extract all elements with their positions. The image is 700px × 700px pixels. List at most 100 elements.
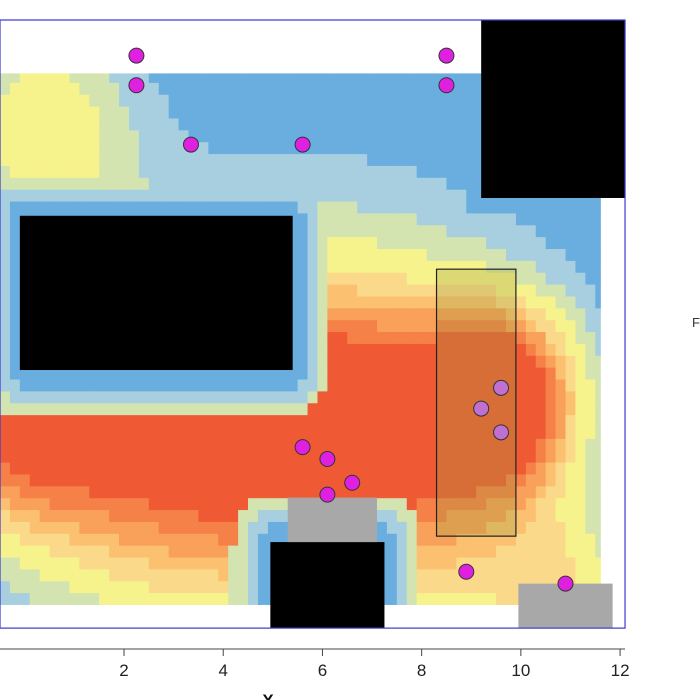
heat-cell <box>9 248 21 261</box>
heat-cell <box>0 461 11 475</box>
heat-cell <box>496 497 507 511</box>
heat-cell <box>575 284 586 297</box>
heat-cell <box>188 189 200 202</box>
heat-cell <box>99 533 110 546</box>
heat-cell <box>29 378 41 392</box>
heat-cell <box>416 438 428 451</box>
heat-cell <box>119 200 130 214</box>
heat-cell <box>515 260 527 273</box>
heat-cell <box>327 473 338 487</box>
heat-cell <box>277 189 289 202</box>
heat-cell <box>406 461 418 475</box>
heat-cell <box>377 319 388 333</box>
heat-cell <box>317 141 328 155</box>
heat-cell <box>337 473 348 487</box>
heat-cell <box>198 533 209 546</box>
heat-cell <box>515 556 527 570</box>
heat-cell <box>486 212 497 226</box>
heat-cell <box>486 295 497 309</box>
heat-cell <box>178 592 190 605</box>
heat-cell <box>109 129 120 143</box>
heat-cell <box>396 390 408 404</box>
heat-cell <box>69 438 80 451</box>
heat-cell <box>386 580 398 594</box>
heat-cell <box>515 402 527 416</box>
heat-cell <box>49 592 61 605</box>
heat-cell <box>466 82 477 95</box>
heat-cell <box>575 355 586 368</box>
heat-cell <box>287 319 299 333</box>
heat-cell <box>109 450 120 463</box>
x-tick-label: 6 <box>318 661 327 680</box>
heat-cell <box>138 497 150 511</box>
heat-cell <box>396 414 408 427</box>
heat-cell <box>168 367 180 380</box>
heat-cell <box>89 378 100 392</box>
heat-cell <box>19 94 31 107</box>
heat-cell <box>585 319 596 333</box>
heat-cell <box>377 117 388 131</box>
heat-cell <box>208 141 219 155</box>
heat-cell <box>377 189 388 202</box>
heat-cell <box>406 260 418 273</box>
heat-cell <box>436 367 448 380</box>
heat-cell <box>0 568 11 582</box>
heat-cell <box>585 307 596 321</box>
heat-cell <box>525 568 537 582</box>
heat-cell <box>406 224 418 238</box>
x-tick-label: 10 <box>511 661 530 680</box>
heat-cell <box>148 533 160 546</box>
heat-cell <box>307 343 319 356</box>
tick-layer: 2 4 6 8 10 12 <box>0 648 630 680</box>
heat-cell <box>456 533 467 546</box>
heat-cell <box>496 402 507 416</box>
heat-cell <box>535 485 547 499</box>
heat-cell <box>138 165 150 178</box>
heat-cell <box>476 545 487 558</box>
heat-cell <box>595 461 601 475</box>
heat-cell <box>89 568 100 582</box>
heat-cell <box>39 592 51 605</box>
heat-cell <box>248 390 259 404</box>
heat-cell <box>128 521 140 534</box>
heat-cell <box>466 402 477 416</box>
heat-cell <box>19 438 31 451</box>
heat-cell <box>545 284 557 297</box>
heat-cell <box>426 461 438 475</box>
heat-cell <box>79 367 90 380</box>
heat-cell <box>198 485 209 499</box>
heat-cell <box>347 343 358 356</box>
heat-cell <box>377 509 388 522</box>
heat-cell <box>486 236 497 250</box>
heat-cell <box>238 533 249 546</box>
heat-cell <box>287 461 299 475</box>
heat-cell <box>595 248 601 261</box>
heat-cell <box>486 509 497 522</box>
heat-cell <box>148 94 160 107</box>
heat-cell <box>436 343 448 356</box>
data-point <box>438 47 455 64</box>
heat-cell <box>416 355 428 368</box>
heat-cell <box>545 545 557 558</box>
heat-cell <box>19 141 31 155</box>
heat-cell <box>248 461 259 475</box>
heat-cell <box>555 284 567 297</box>
heat-cell <box>436 378 448 392</box>
heat-cell <box>585 272 596 285</box>
heat-cell <box>386 94 398 107</box>
heat-cell <box>555 367 567 380</box>
heat-cell <box>327 141 338 155</box>
heat-cell <box>9 592 21 605</box>
heat-cell <box>79 426 90 439</box>
heat-cell <box>337 402 348 416</box>
heat-cell <box>109 461 120 475</box>
heat-cell <box>218 414 229 427</box>
heat-cell <box>575 200 586 214</box>
heat-cell <box>287 390 299 404</box>
heat-cell <box>198 473 209 487</box>
heat-cell <box>119 165 130 178</box>
heat-cell <box>466 117 477 131</box>
heat-cell <box>386 284 398 297</box>
heat-cell <box>575 461 586 475</box>
x-tick-label: 4 <box>218 661 227 680</box>
